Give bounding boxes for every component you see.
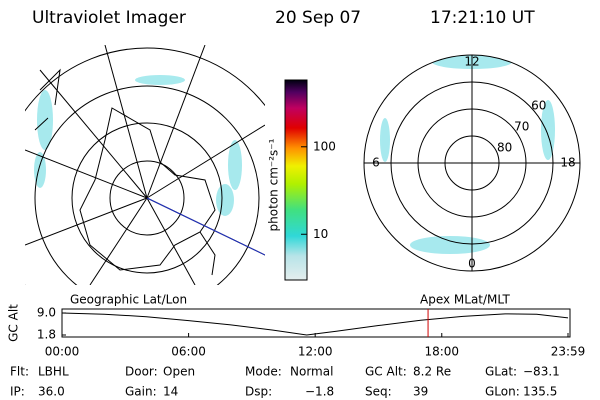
y-tick-label: 9.0 [37, 306, 56, 320]
info-label: GLat: [485, 365, 517, 379]
x-tick-label: 06:00 [171, 345, 206, 359]
mlt-label: 12 [464, 55, 479, 69]
colorbar-tick-label: 100 [313, 139, 336, 153]
y-tick-label: 1.8 [37, 328, 56, 342]
colorbar [284, 79, 308, 281]
info-value: 135.5 [523, 385, 557, 399]
info-label: IP: [10, 385, 25, 399]
info-label: GC Alt: [365, 365, 407, 379]
info-label: Mode: [245, 365, 282, 379]
colorbar-label: photon cm⁻²s⁻¹ [267, 138, 281, 231]
info-label: Door: [125, 365, 158, 379]
info-label: Gain: [125, 385, 157, 399]
altitude-frame [61, 308, 571, 338]
info-value: 8.2 Re [413, 365, 451, 379]
lat-label: 70 [514, 120, 529, 134]
title: Ultraviolet Imager [32, 8, 186, 28]
info-value: 36.0 [38, 385, 65, 399]
mlt-emission [380, 55, 555, 254]
info-label: Seq: [365, 385, 392, 399]
x-tick-label: 00:00 [45, 345, 80, 359]
info-value: 39 [413, 385, 428, 399]
apex-label: Apex MLat/MLT [420, 293, 510, 307]
x-tick-label: 12:00 [298, 345, 333, 359]
time: 17:21:10 UT [430, 8, 535, 28]
info-label: GLon: [485, 385, 520, 399]
colorbar-tick-label: 10 [313, 227, 328, 241]
info-value: −1.8 [305, 385, 334, 399]
info-label: Flt: [10, 365, 29, 379]
mlt-label: 0 [468, 257, 476, 271]
x-tick-label: 23:59 [551, 345, 586, 359]
mlt-label: 18 [560, 156, 575, 170]
altitude-line [61, 312, 569, 336]
info-label: Dsp: [245, 385, 272, 399]
date: 20 Sep 07 [275, 8, 361, 28]
info-value: −83.1 [523, 365, 560, 379]
lat-label: 60 [531, 99, 546, 113]
x-tick-label: 18:00 [424, 345, 459, 359]
mlt-label: 6 [372, 156, 380, 170]
geo-label: Geographic Lat/Lon [70, 293, 187, 307]
lat-label: 80 [497, 141, 512, 155]
geo-map [25, 45, 265, 285]
altitude-ylabel: GC Alt [7, 304, 21, 342]
info-value: LBHL [38, 365, 69, 379]
info-value: Open [163, 365, 195, 379]
info-value: 14 [163, 385, 178, 399]
info-value: Normal [290, 365, 333, 379]
